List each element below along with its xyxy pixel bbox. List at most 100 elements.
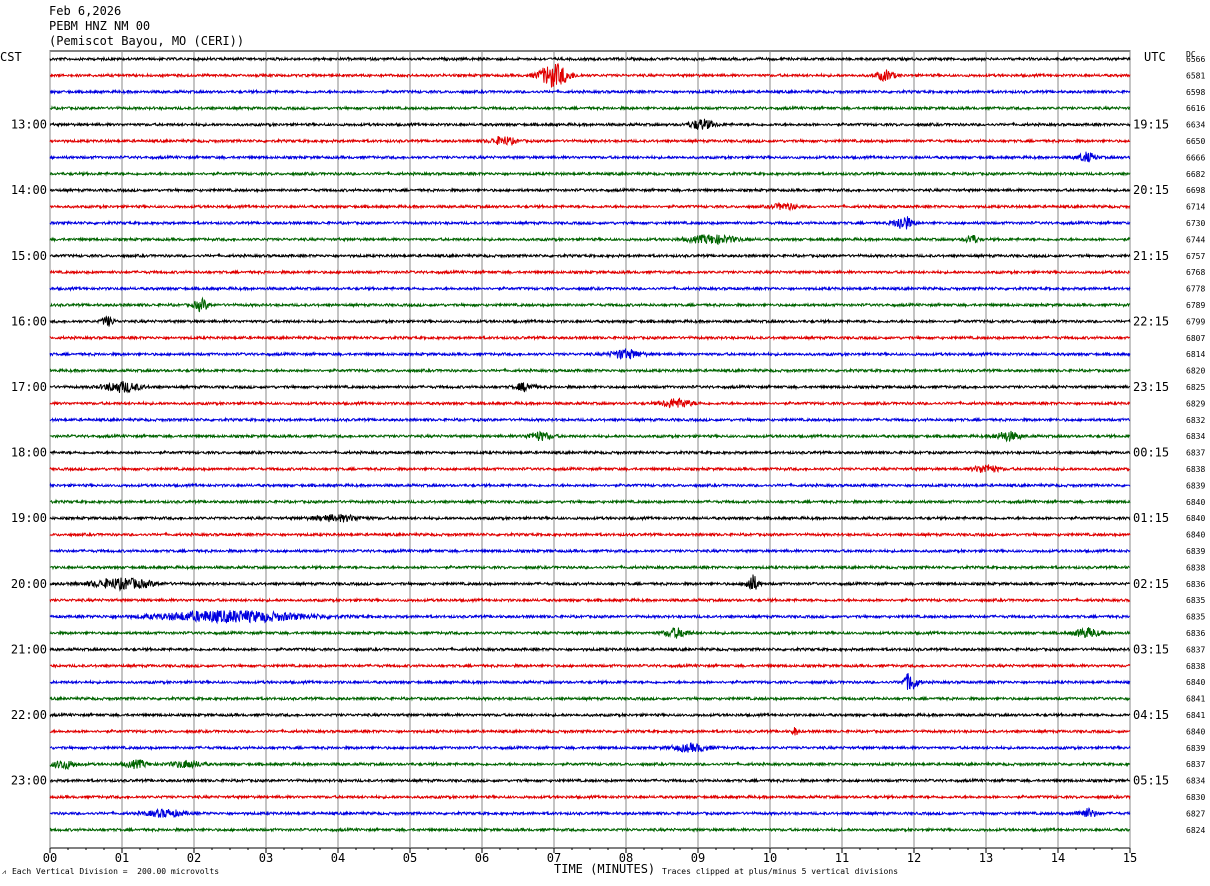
trace-line xyxy=(49,315,1131,327)
trace-line xyxy=(49,397,1131,409)
cst-hour-label: 17:00 xyxy=(11,380,47,394)
dc-offset-label: 6834 xyxy=(1186,777,1205,786)
utc-hour-label: 03:15 xyxy=(1133,642,1169,656)
cst-hour-label: 19:00 xyxy=(11,511,47,525)
cst-hour-label: 13:00 xyxy=(11,118,47,132)
dc-offset-label: 6825 xyxy=(1186,383,1205,392)
utc-hour-label: 19:15 xyxy=(1133,118,1169,132)
dc-offset-label: 6768 xyxy=(1186,268,1205,277)
utc-hour-label: 23:15 xyxy=(1133,380,1169,394)
utc-hour-label: 02:15 xyxy=(1133,577,1169,591)
utc-hour-label: 05:15 xyxy=(1133,774,1169,788)
utc-hour-label: 20:15 xyxy=(1133,183,1169,197)
trace-line xyxy=(49,672,1131,690)
trace-line xyxy=(49,742,1131,753)
x-tick-label: 14 xyxy=(1051,851,1065,865)
dc-offset-label: 6807 xyxy=(1186,334,1205,343)
trace-line xyxy=(49,334,1131,342)
trace-line xyxy=(49,62,1131,88)
date-label: Feb 6,2026 xyxy=(49,4,122,18)
x-tick-label: 03 xyxy=(259,851,273,865)
x-tick-label: 13 xyxy=(979,851,993,865)
cst-hour-label: 15:00 xyxy=(11,249,47,263)
x-tick-label: 08 xyxy=(619,851,633,865)
dc-offset-label: 6835 xyxy=(1186,596,1205,605)
trace-line xyxy=(49,416,1131,424)
dc-offset-label: 6666 xyxy=(1186,153,1205,162)
plot-frame xyxy=(49,50,1131,849)
dc-offset-label: 6714 xyxy=(1186,203,1205,212)
trace-line xyxy=(49,296,1131,313)
trace-line xyxy=(49,118,1131,130)
dc-offset-label: 6840 xyxy=(1186,498,1205,507)
dc-offset-label: 6840 xyxy=(1186,531,1205,540)
dc-offset-label: 6814 xyxy=(1186,350,1205,359)
dc-offset-label: 6698 xyxy=(1186,186,1205,195)
dc-offset-label: 6838 xyxy=(1186,662,1205,671)
trace-line xyxy=(49,695,1131,702)
trace-line xyxy=(49,498,1131,506)
clip-note: Traces clipped at plus/minus 5 vertical … xyxy=(662,867,899,876)
utc-hour-label: 04:15 xyxy=(1133,708,1169,722)
dc-offset-label: 6827 xyxy=(1186,809,1205,818)
trace-line xyxy=(49,626,1131,639)
dc-offset-label: 6836 xyxy=(1186,629,1205,638)
dc-offset-label: 6839 xyxy=(1186,481,1205,490)
trace-line xyxy=(49,531,1131,538)
trace-line xyxy=(49,596,1131,604)
trace-line xyxy=(49,216,1131,230)
cst-hour-label: 14:00 xyxy=(11,183,47,197)
location-label: (Pemiscot Bayou, MO (CERI)) xyxy=(49,34,245,48)
dc-offset-label: 6566 xyxy=(1186,55,1205,64)
trace-line xyxy=(49,759,1131,771)
utc-hour-label: 22:15 xyxy=(1133,314,1169,328)
dc-offset-label: 6841 xyxy=(1186,711,1205,720)
trace-line xyxy=(49,449,1131,456)
trace-line xyxy=(49,574,1131,592)
trace-line xyxy=(49,793,1131,801)
dc-offset-label: 6778 xyxy=(1186,285,1205,294)
x-axis-label: TIME (MINUTES) xyxy=(554,862,656,876)
dc-offset-label: 6837 xyxy=(1186,449,1205,458)
dc-label: DC xyxy=(1186,50,1196,59)
trace-line xyxy=(49,201,1131,212)
trace-line xyxy=(49,367,1131,374)
station-label: PEBM HNZ NM 00 xyxy=(49,19,151,33)
scale-note: ⩘ Each Vertical Division = 200.00 microvo… xyxy=(2,867,219,877)
dc-offset-label: 6840 xyxy=(1186,514,1205,523)
dc-offset-label: 6839 xyxy=(1186,744,1205,753)
dc-offset-label: 6837 xyxy=(1186,760,1205,769)
plot-header: Feb 6,2026 PEBM HNZ NM 00 (Pemiscot Bayo… xyxy=(49,4,244,49)
dc-offset-label: 6840 xyxy=(1186,678,1205,687)
dc-offset-label: 6835 xyxy=(1186,613,1205,622)
cst-hour-label: 21:00 xyxy=(11,642,47,656)
dc-offset-label: 6837 xyxy=(1186,645,1205,654)
dc-offset-label: 6820 xyxy=(1186,367,1205,376)
trace-line xyxy=(49,170,1131,178)
utc-hour-label: 21:15 xyxy=(1133,249,1169,263)
dc-offset-label: 6616 xyxy=(1186,104,1205,113)
x-tick-label: 11 xyxy=(835,851,849,865)
trace-line xyxy=(49,482,1131,489)
x-tick-label: 06 xyxy=(475,851,489,865)
trace-line xyxy=(49,136,1131,147)
dc-offset-label: 6634 xyxy=(1186,121,1205,130)
trace-line xyxy=(49,513,1131,523)
trace-line xyxy=(49,151,1131,163)
dc-offset-label: 6829 xyxy=(1186,399,1205,408)
trace-line xyxy=(49,547,1131,555)
cst-hour-label: 18:00 xyxy=(11,446,47,460)
trace-line xyxy=(49,105,1131,112)
dc-offset-label: 6840 xyxy=(1186,727,1205,736)
x-tick-label: 04 xyxy=(331,851,345,865)
trace-line xyxy=(49,348,1131,361)
trace-line xyxy=(49,55,1131,63)
cst-hour-label: 23:00 xyxy=(11,774,47,788)
utc-hour-label: 00:15 xyxy=(1133,446,1169,460)
dc-offset-label: 6824 xyxy=(1186,826,1205,835)
utc-hour-label: 01:15 xyxy=(1133,511,1169,525)
scale-text: Each Vertical Division = 200.00 microvol… xyxy=(11,867,220,876)
cst-hour-label: 20:00 xyxy=(11,577,47,591)
trace-line xyxy=(49,806,1131,819)
